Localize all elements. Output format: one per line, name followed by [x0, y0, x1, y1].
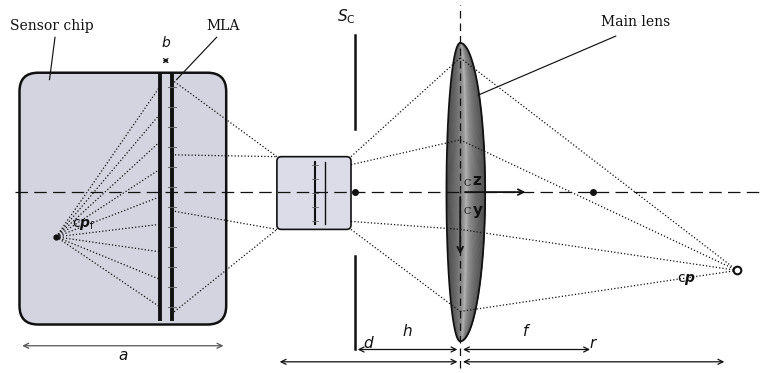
Text: $\mathrm{c}\boldsymbol{p}_\mathrm{f}$: $\mathrm{c}\boldsymbol{p}_\mathrm{f}$	[73, 217, 95, 232]
Text: $\mathrm{c}\boldsymbol{p}$: $\mathrm{c}\boldsymbol{p}$	[677, 272, 696, 288]
Text: $\mathbf{z}$: $\mathbf{z}$	[472, 173, 482, 188]
Text: $\mathbf{y}$: $\mathbf{y}$	[472, 204, 484, 220]
Text: $S_\mathrm{C}$: $S_\mathrm{C}$	[337, 7, 356, 26]
Text: C: C	[463, 179, 470, 188]
Text: $f$: $f$	[522, 323, 531, 339]
Text: C: C	[463, 207, 470, 216]
Text: $r$: $r$	[589, 336, 598, 351]
Text: $h$: $h$	[402, 323, 413, 339]
Text: $a$: $a$	[118, 348, 128, 363]
Text: MLA: MLA	[207, 19, 240, 33]
FancyBboxPatch shape	[277, 157, 351, 229]
Text: Sensor chip: Sensor chip	[10, 19, 94, 33]
FancyBboxPatch shape	[20, 73, 226, 325]
Text: $b$: $b$	[161, 35, 171, 50]
Text: $d$: $d$	[363, 335, 374, 351]
Text: Main lens: Main lens	[601, 15, 670, 29]
